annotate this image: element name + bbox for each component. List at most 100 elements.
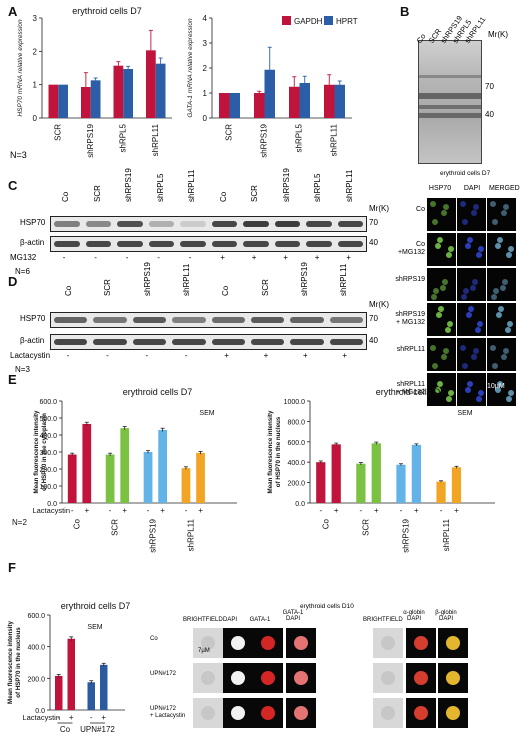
if-image xyxy=(487,303,516,336)
if-image xyxy=(457,373,486,406)
treatment-label: Lactacystin xyxy=(22,713,60,722)
group-label: Co xyxy=(73,518,82,529)
f-col-label: DAPI xyxy=(222,617,237,623)
cell-dot xyxy=(497,381,503,387)
blot-actin-strip xyxy=(50,236,367,252)
if-image xyxy=(457,338,486,371)
cell-dot xyxy=(502,279,508,285)
cell-dot xyxy=(498,306,504,312)
cell-dot xyxy=(460,345,466,351)
cell-dot xyxy=(461,294,467,300)
blot-band xyxy=(148,221,174,227)
blot-band xyxy=(329,339,363,345)
bar xyxy=(67,454,77,503)
panel-label-f: F xyxy=(8,560,16,575)
treatment-sign: + xyxy=(374,506,379,515)
y-axis-label: GATA-1 mRNA relative expression xyxy=(187,18,194,118)
treatment-sign: + xyxy=(84,506,89,515)
sem-note: SEM xyxy=(87,624,102,631)
bar xyxy=(123,69,133,118)
bar xyxy=(100,664,108,710)
cell-dot xyxy=(503,348,509,354)
f-image xyxy=(193,628,223,658)
cell-blob xyxy=(261,636,275,650)
cell-dot xyxy=(490,345,496,351)
cell-dot xyxy=(507,321,513,327)
blot-band xyxy=(274,221,300,227)
blot-lane-label: Co xyxy=(221,285,231,296)
blot-band xyxy=(117,221,143,227)
cell-dot xyxy=(495,387,501,393)
cell-dot xyxy=(501,210,507,216)
blot-band xyxy=(180,221,206,227)
if-row-label: Co +MG132 xyxy=(397,241,425,256)
f-col-label: GATA-1 DAPI xyxy=(282,610,304,622)
bar xyxy=(316,462,326,503)
cell-dot xyxy=(466,312,472,318)
blot-band xyxy=(85,241,111,247)
if-image xyxy=(487,198,516,231)
blot-band xyxy=(211,241,237,247)
f-image xyxy=(193,698,223,728)
group-label: shRPL11 xyxy=(186,518,195,551)
blot-hsp70-strip xyxy=(50,216,367,232)
cell-dot xyxy=(471,354,477,360)
bar xyxy=(289,86,300,118)
panel-b-gel-lanes: Co SCR shRPS19 shRPL5 shRPL11 xyxy=(415,0,488,45)
cell-dot xyxy=(501,354,507,360)
y-tick-label: 400.0 xyxy=(27,645,45,652)
x-tick-label: SCR xyxy=(53,124,62,141)
cell-blob xyxy=(201,636,215,650)
treatment-sign: + xyxy=(101,713,106,722)
treatment-sign: - xyxy=(71,506,74,515)
blot-band xyxy=(54,221,80,227)
treatment-label: Lactacystin xyxy=(32,506,70,515)
y-tick-label: 400.0 xyxy=(39,433,57,440)
if-image xyxy=(427,268,456,301)
treatment-sign: - xyxy=(319,506,322,515)
cell-dot xyxy=(462,219,468,225)
panel-label-e: E xyxy=(8,372,17,387)
blot-lane-label: shRPL5 xyxy=(155,173,165,202)
y-tick-label: 2 xyxy=(203,64,208,73)
y-tick-label: 0.0 xyxy=(295,501,305,508)
blot-actin-strip xyxy=(50,334,367,350)
treatment-sign: - xyxy=(185,506,188,515)
treatment-sign: - xyxy=(109,506,112,515)
blot-band xyxy=(85,221,111,227)
cell-dot xyxy=(441,354,447,360)
cell-dot xyxy=(436,312,442,318)
blot-band xyxy=(337,221,363,227)
cell-blob xyxy=(201,671,215,685)
cell-dot xyxy=(476,252,482,258)
blot-lane-label: shRPL5 xyxy=(313,173,323,202)
panel-c-blot: Co SCR shRPS19 shRPL5 shRPL11 Co SCR shRPS19 shR… xyxy=(0,168,390,276)
blot-treatment-sign: + xyxy=(302,351,308,360)
f-image xyxy=(253,663,283,693)
cell-dot xyxy=(506,252,512,258)
bar xyxy=(67,638,75,710)
y-axis-label: of HSP70 in the nucleus xyxy=(275,416,282,487)
y-axis-label: HSP70 mRNA relative expression xyxy=(17,19,24,117)
blot-lane-label: shRPS19 xyxy=(281,168,291,202)
cell-blob xyxy=(414,671,428,685)
blot-band xyxy=(172,339,206,345)
y-tick-label: 1 xyxy=(203,89,208,98)
panel-b-gel xyxy=(418,40,482,164)
f-row-label: Co xyxy=(150,636,158,642)
cell-dot xyxy=(493,288,499,294)
blot-mr-label: Mr(K) xyxy=(369,204,389,213)
f-col-label: β-globin DAPI xyxy=(435,610,457,622)
bar xyxy=(196,452,205,503)
f-image xyxy=(406,628,436,658)
blot-band xyxy=(274,241,300,247)
blot-band xyxy=(180,241,206,247)
treatment-sign: - xyxy=(400,506,403,515)
bar xyxy=(90,80,101,118)
y-tick-label: 0 xyxy=(33,114,38,123)
f-col-label: BRIGHTFIELD xyxy=(183,617,223,623)
bar xyxy=(371,443,381,503)
if-row-label: shRPL11 + MG132 xyxy=(396,381,425,396)
sem-note: SEM xyxy=(199,410,214,417)
cell-dot xyxy=(490,201,496,207)
